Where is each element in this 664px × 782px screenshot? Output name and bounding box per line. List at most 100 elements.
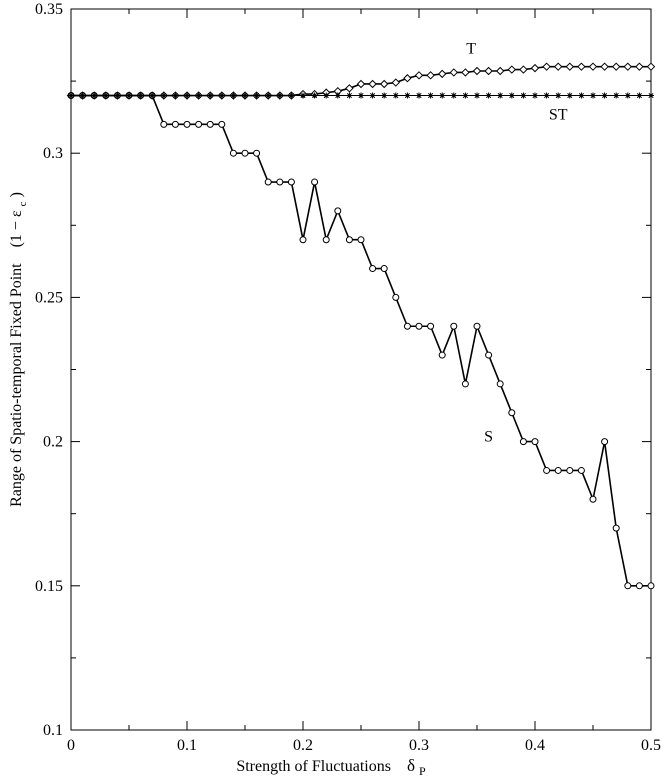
y-tick-label: 0.1 <box>43 722 63 739</box>
series-point-s <box>345 236 353 244</box>
series-point-st <box>508 92 515 99</box>
y-axis: 0.1 0.15 0.2 0.25 0.3 0.35 <box>35 1 651 739</box>
series-point-st <box>358 92 364 99</box>
y-tick-label: 0.35 <box>35 1 63 18</box>
series-point-t <box>542 62 551 71</box>
series-point-t <box>379 79 389 89</box>
series-point-s <box>531 438 539 446</box>
series-s <box>67 92 655 590</box>
series-point-s <box>427 322 435 330</box>
annotation-layer: T ST S <box>466 41 567 446</box>
series-point-s <box>508 409 516 417</box>
x-tick-label: 0.1 <box>177 737 197 754</box>
series-point-s <box>543 466 551 474</box>
series-point-st <box>126 92 132 99</box>
series-point-s <box>171 120 179 128</box>
y-axis-title: Range of Spatio-temporal Fixed Point (1 … <box>8 192 30 507</box>
y-axis-expression-subscript: c <box>17 201 29 206</box>
series-point-t <box>519 65 528 74</box>
series-point-st <box>218 92 225 99</box>
series-point-t <box>646 62 656 71</box>
series-point-st <box>566 92 573 99</box>
series-point-t <box>449 68 459 77</box>
series-point-st <box>114 92 121 99</box>
series-point-st <box>648 92 654 99</box>
series-point-t <box>565 62 575 71</box>
series-point-t <box>600 62 609 71</box>
series-point-s <box>485 351 493 359</box>
series-point-st <box>474 92 480 99</box>
series-point-st <box>102 92 109 99</box>
x-tick-label: 0.4 <box>525 737 545 754</box>
series-point-s <box>276 178 284 186</box>
y-axis-expression-close: ) <box>8 192 25 197</box>
series-point-t <box>611 62 621 71</box>
series-point-st <box>137 92 144 99</box>
series-point-st <box>392 92 399 99</box>
series-label-st: ST <box>549 107 568 124</box>
series-point-s <box>635 582 643 590</box>
series-point-t <box>461 68 470 77</box>
y-tick-label: 0.3 <box>43 145 63 162</box>
series-point-st <box>497 92 504 99</box>
series-point-t <box>623 62 633 71</box>
series-point-s <box>461 380 469 388</box>
series-point-s <box>160 120 168 128</box>
series-point-st <box>613 92 620 99</box>
series-point-st <box>416 92 422 99</box>
series-point-st <box>195 92 202 99</box>
series-label-t: T <box>466 41 476 58</box>
series-point-t <box>507 65 517 74</box>
series-point-st <box>578 92 585 99</box>
series-point-s <box>195 120 203 128</box>
series-point-st <box>300 92 306 99</box>
series-point-t <box>472 66 482 76</box>
series-point-s <box>380 265 388 273</box>
series-point-st <box>532 92 538 99</box>
series-point-s <box>299 236 307 244</box>
series-point-s <box>601 438 609 446</box>
series-point-s <box>206 120 214 128</box>
series-point-t <box>635 62 644 71</box>
series-point-st <box>79 92 86 99</box>
series-point-st <box>590 92 596 99</box>
series-st <box>68 92 654 99</box>
series-point-st <box>149 92 156 99</box>
series-point-st <box>555 92 562 99</box>
series-point-s <box>287 178 295 186</box>
series-point-st <box>276 92 283 99</box>
series-point-st <box>601 92 608 99</box>
series-label-s: S <box>484 429 493 446</box>
series-point-s <box>369 265 377 273</box>
series-point-st <box>334 92 341 99</box>
series-point-st <box>230 92 237 99</box>
x-axis: 0 0.1 0.2 0.3 0.4 0.5 <box>67 9 661 754</box>
x-tick-label: 0.5 <box>641 737 661 754</box>
series-point-s <box>241 149 249 157</box>
series-point-t <box>577 62 586 71</box>
series-point-st <box>427 92 434 99</box>
y-tick-label: 0.25 <box>35 289 63 306</box>
series-point-st <box>485 92 492 99</box>
series-point-st <box>172 92 179 99</box>
series-point-st <box>91 92 98 99</box>
series-point-s <box>577 466 585 474</box>
series-point-st <box>369 92 376 99</box>
series-point-st <box>346 92 353 99</box>
x-axis-symbol-subscript: P <box>419 764 426 778</box>
series-point-st <box>439 92 446 99</box>
series-point-t <box>553 62 563 71</box>
series-point-st <box>520 92 527 99</box>
series-point-t <box>391 78 401 87</box>
series-point-st <box>288 92 295 99</box>
series-point-s <box>566 466 574 474</box>
series-point-st <box>543 92 550 99</box>
series-point-st <box>323 92 330 99</box>
y-tick-label: 0.2 <box>43 434 63 451</box>
y-tick-label: 0.15 <box>35 578 63 595</box>
series-point-st <box>636 92 643 99</box>
series-point-t <box>530 63 540 73</box>
series-point-st <box>265 92 272 99</box>
series-point-t <box>356 79 366 89</box>
